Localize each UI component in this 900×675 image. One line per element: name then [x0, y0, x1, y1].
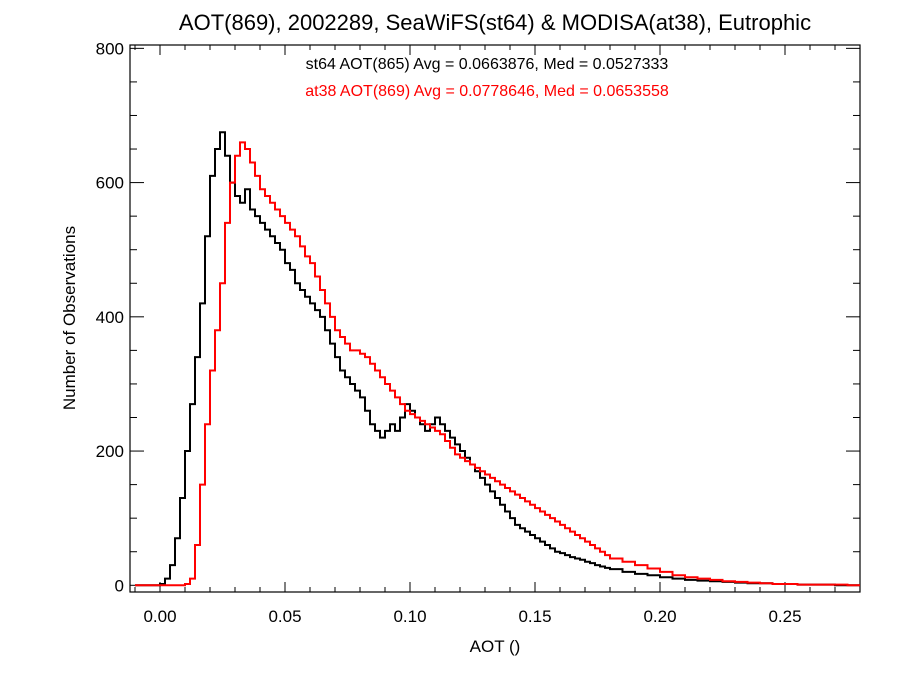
series-st64-line: [135, 131, 860, 587]
y-tick-label: 800: [96, 39, 124, 58]
x-tick-label: 0.15: [518, 607, 551, 626]
plot-frame: [129, 44, 861, 593]
x-tick-label: 0.10: [393, 607, 426, 626]
x-tick-label: 0.00: [143, 607, 176, 626]
y-axis: 0 200 400 600 800: [96, 39, 860, 595]
y-tick-label: 200: [96, 442, 124, 461]
x-axis-label: AOT (): [470, 637, 521, 656]
y-tick-label: 600: [96, 174, 124, 193]
chart-title: AOT(869), 2002289, SeaWiFS(st64) & MODIS…: [179, 10, 811, 35]
y-tick-label: 0: [115, 576, 124, 595]
series-layer: [135, 131, 860, 587]
x-axis: 0.00 0.05 0.10 0.15 0.20 0.25: [134, 45, 861, 626]
series-at38-line: [135, 141, 860, 587]
y-axis-label: Number of Observations: [60, 226, 79, 410]
x-tick-label: 0.20: [643, 607, 676, 626]
y-tick-label: 400: [96, 308, 124, 327]
x-tick-label: 0.05: [268, 607, 301, 626]
annotation-at38-stats: at38 AOT(869) Avg = 0.0778646, Med = 0.0…: [305, 83, 669, 100]
annotation-st64-stats: st64 AOT(865) Avg = 0.0663876, Med = 0.0…: [306, 56, 669, 73]
x-tick-label: 0.25: [768, 607, 801, 626]
